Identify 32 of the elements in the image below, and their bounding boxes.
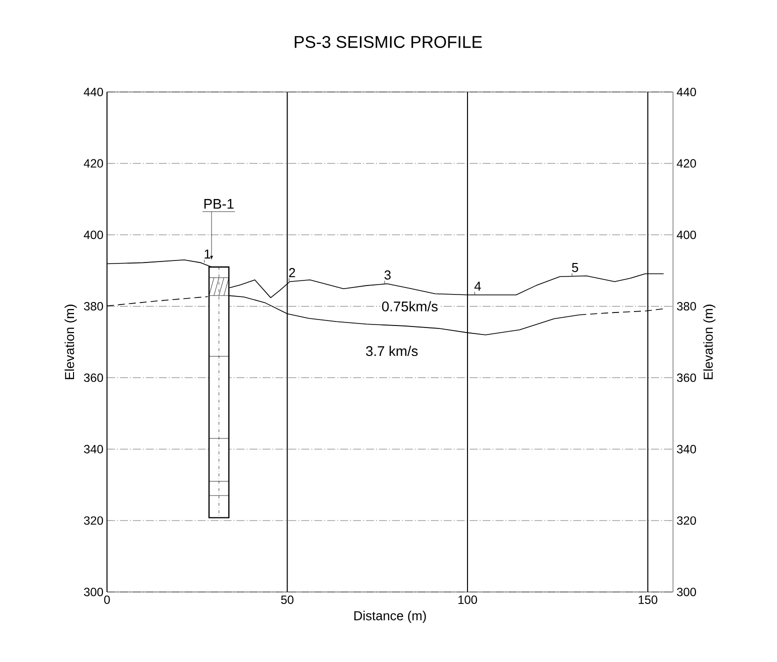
y-tick-label: 340 bbox=[84, 444, 104, 454]
chart-title: PS-3 SEISMIC PROFILE bbox=[294, 36, 482, 48]
y-tick-label: 420 bbox=[84, 159, 104, 168]
y2-tick-label: 380 bbox=[676, 302, 696, 310]
annotation: 1 bbox=[204, 250, 210, 259]
y-tick-label: 440 bbox=[84, 88, 104, 96]
x-axis-title: Distance (m) bbox=[354, 610, 426, 623]
annotation: 2 bbox=[289, 268, 296, 278]
y2-tick-label: 300 bbox=[676, 588, 696, 596]
y2-tick-label: 360 bbox=[676, 373, 696, 382]
y2-tick-label: 420 bbox=[676, 159, 696, 168]
y-tick-label: 300 bbox=[84, 588, 104, 596]
y2-tick-label: 440 bbox=[676, 88, 696, 96]
x-tick-label: 50 bbox=[281, 596, 294, 604]
y2-tick-label: 320 bbox=[676, 516, 696, 525]
y2-tick-label: 400 bbox=[676, 230, 696, 240]
y-axis-title: Elevation (m) bbox=[64, 304, 77, 380]
y-tick-label: 400 bbox=[84, 230, 104, 240]
annotation: PB-1 bbox=[204, 199, 234, 209]
y2-axis-title: Elevation (m) bbox=[703, 304, 716, 380]
x-tick-label: 150 bbox=[638, 596, 658, 604]
annotation: 4 bbox=[474, 282, 481, 291]
annotation: 3 bbox=[384, 270, 391, 280]
annotation: 5 bbox=[572, 263, 578, 272]
annotation: 0.75km/s bbox=[382, 301, 438, 312]
annotation: 3.7 km/s bbox=[366, 346, 418, 356]
y-tick-label: 360 bbox=[84, 373, 104, 382]
y-tick-label: 320 bbox=[84, 516, 104, 525]
x-tick-label: 100 bbox=[458, 596, 478, 604]
y2-tick-label: 340 bbox=[676, 444, 696, 454]
y-tick-label: 380 bbox=[84, 302, 104, 310]
x-tick-label: 0 bbox=[104, 596, 110, 604]
